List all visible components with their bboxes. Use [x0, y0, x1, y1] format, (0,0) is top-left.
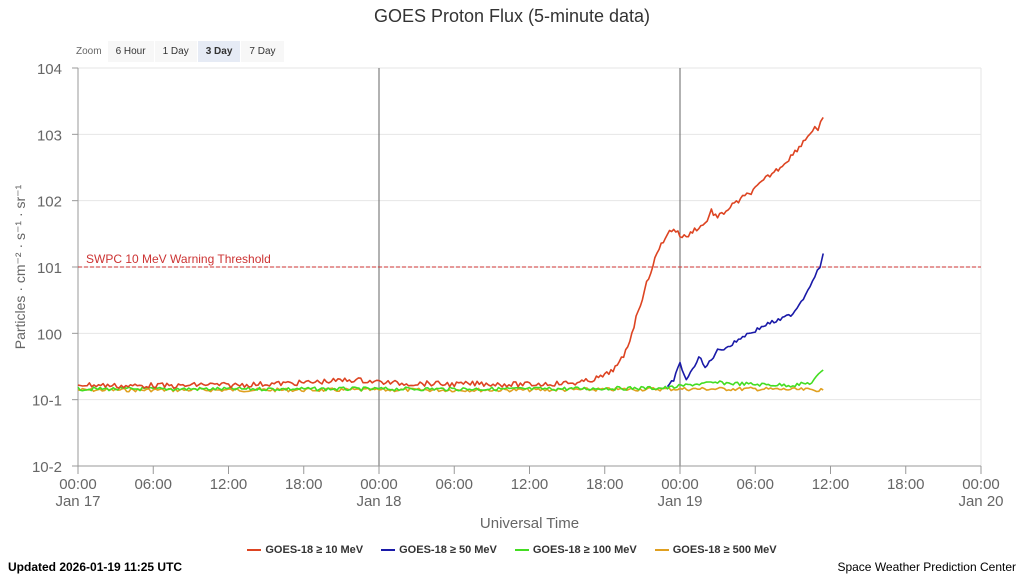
updated-timestamp: Updated 2026-01-19 11:25 UTC: [8, 560, 183, 574]
legend: GOES-18 ≥ 10 MeV GOES-18 ≥ 50 MeV GOES-1…: [0, 544, 1024, 556]
y-tick-label: 100: [37, 326, 62, 343]
zoom-label: Zoom: [76, 46, 102, 57]
x-tick-label: 00:00: [962, 476, 1000, 493]
x-tick-label: 18:00: [285, 476, 323, 493]
threshold-group: SWPC 10 MeV Warning Threshold: [78, 252, 981, 268]
threshold-label: SWPC 10 MeV Warning Threshold: [86, 252, 271, 266]
x-tick-label: 00:00: [59, 476, 97, 493]
organization-name: Space Weather Prediction Center: [837, 560, 1016, 574]
zoom-1-day-button[interactable]: 1 Day: [154, 41, 197, 62]
zoom-3-day-button[interactable]: 3 Day: [197, 41, 241, 62]
zoom-6-hour-button[interactable]: 6 Hour: [107, 41, 154, 62]
y-axis-title: Particles · cm⁻² · s⁻¹ · sr⁻¹: [12, 184, 28, 349]
chart-title: GOES Proton Flux (5-minute data): [373, 6, 651, 26]
zoom-7-day-button[interactable]: 7 Day: [241, 41, 284, 62]
legend-label-100mev: GOES-18 ≥ 100 MeV: [532, 544, 637, 556]
series-line-100mev: [77, 369, 824, 392]
legend-swatch-100mev: [514, 549, 529, 551]
legend-label-50mev: GOES-18 ≥ 50 MeV: [399, 544, 497, 556]
x-axis-title: Universal Time: [480, 515, 579, 532]
x-tick-label: 18:00: [586, 476, 624, 493]
x-tick-label: 06:00: [736, 476, 774, 493]
x-tick-label: 00:00: [360, 476, 398, 493]
y-tick-label: 101: [37, 260, 62, 277]
legend-label-10mev: GOES-18 ≥ 10 MeV: [265, 544, 364, 556]
legend-item-100mev[interactable]: GOES-18 ≥ 100 MeV: [514, 544, 637, 556]
x-tick-label: 00:00: [661, 476, 699, 493]
x-tick-date-label: Jan 20: [958, 493, 1003, 510]
zoom-bar: Zoom 6 Hour 1 Day 3 Day 7 Day: [76, 41, 285, 62]
y-tick-label: 103: [37, 127, 62, 144]
x-tick-date-label: Jan 19: [657, 493, 702, 510]
y-tick-label: 102: [37, 194, 62, 211]
x-tick-label: 18:00: [887, 476, 925, 493]
series-group: [77, 116, 824, 393]
x-tick-label: 06:00: [435, 476, 473, 493]
legend-item-50mev[interactable]: GOES-18 ≥ 50 MeV: [381, 544, 497, 556]
x-tick-date-label: Jan 17: [55, 493, 100, 510]
y-tick-label: 10-1: [32, 393, 62, 410]
legend-item-500mev[interactable]: GOES-18 ≥ 500 MeV: [654, 544, 777, 556]
legend-item-10mev[interactable]: GOES-18 ≥ 10 MeV: [247, 544, 363, 556]
legend-swatch-500mev: [654, 549, 669, 551]
x-tick-label: 06:00: [134, 476, 172, 493]
legend-swatch-10mev: [247, 549, 262, 551]
x-tick-label: 12:00: [511, 476, 549, 493]
series-line-50mev: [666, 253, 824, 388]
y-tick-label: 10-2: [32, 459, 62, 476]
x-tick-label: 12:00: [812, 476, 850, 493]
y-tick-label: 104: [37, 61, 62, 78]
legend-swatch-50mev: [381, 549, 396, 551]
x-tick-label: 12:00: [210, 476, 248, 493]
legend-label-500mev: GOES-18 ≥ 500 MeV: [672, 544, 777, 556]
x-tick-date-label: Jan 18: [356, 493, 401, 510]
series-line-10mev: [77, 116, 824, 390]
